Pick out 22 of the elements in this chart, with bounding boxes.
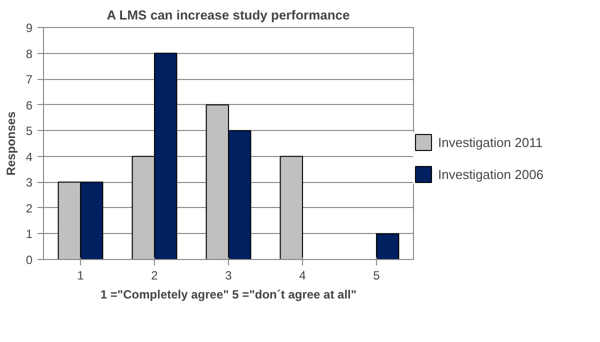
y-tick-label: 0 <box>26 253 33 267</box>
x-tick-label: 3 <box>225 268 232 282</box>
legend-label: Investigation 2006 <box>438 166 544 182</box>
y-tick-label: 1 <box>26 227 33 242</box>
x-tick-label: 1 <box>77 268 84 282</box>
chart-title: A LMS can increase study performance <box>106 8 350 22</box>
y-tick-label: 5 <box>26 124 33 138</box>
y-tick-label: 2 <box>26 201 33 216</box>
y-tick-label: 7 <box>26 72 33 87</box>
y-tick-label: 8 <box>26 46 33 61</box>
y-axis-title: Responses <box>4 111 18 176</box>
x-tick-label: 2 <box>151 268 158 282</box>
y-tick-label: 3 <box>26 176 33 190</box>
y-tick-label: 4 <box>26 150 33 164</box>
bar <box>280 156 303 260</box>
x-tick-label: 4 <box>299 268 306 282</box>
x-axis-title: 1 ="Completely agree" 5 ="don´t agree at all" <box>100 288 357 302</box>
y-tick-label: 6 <box>26 98 33 112</box>
y-tick-label: 9 <box>26 21 33 35</box>
bar <box>376 233 400 260</box>
x-tick-label: 5 <box>373 268 380 282</box>
legend-label: Investigation 2011 <box>438 134 543 150</box>
